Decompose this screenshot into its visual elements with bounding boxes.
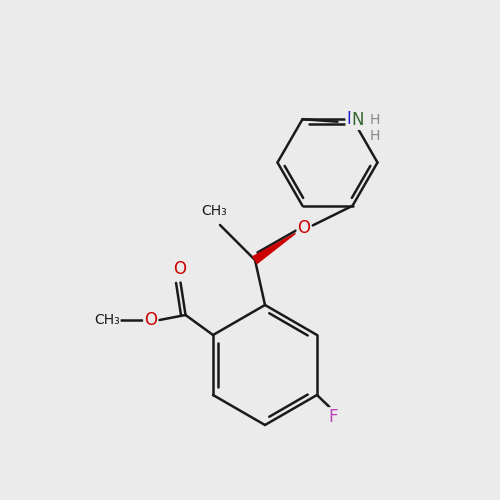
Text: CH₃: CH₃ (201, 204, 227, 218)
Text: N: N (346, 110, 359, 128)
Polygon shape (253, 234, 296, 264)
Text: N: N (351, 111, 364, 129)
Text: F: F (328, 408, 338, 426)
Text: H: H (370, 128, 380, 142)
Text: H: H (370, 113, 380, 127)
Text: O: O (297, 219, 310, 237)
Text: O: O (173, 260, 186, 278)
Text: CH₃: CH₃ (94, 313, 120, 327)
Text: O: O (144, 311, 157, 329)
